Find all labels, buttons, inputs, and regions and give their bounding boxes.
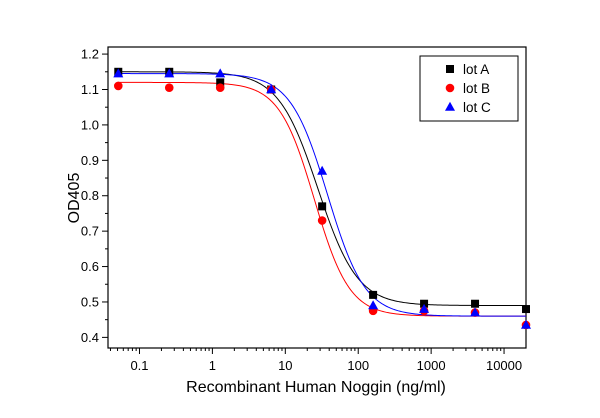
legend: lot A lot B lot C bbox=[419, 55, 519, 122]
data-point-lot-c bbox=[521, 319, 531, 329]
x-tick-label: 1 bbox=[209, 358, 216, 373]
y-tick-label: 1.0 bbox=[81, 117, 99, 132]
y-tick-label: 0.7 bbox=[81, 224, 99, 239]
x-tick-label: 10000 bbox=[486, 358, 522, 373]
fit-curve-lot-a bbox=[117, 71, 526, 306]
y-tick-label: 0.8 bbox=[81, 188, 99, 203]
data-point-lot-c bbox=[266, 84, 277, 94]
data-point-lot-c bbox=[470, 307, 481, 317]
plot-frame bbox=[107, 46, 527, 349]
y-tick-label: 0.4 bbox=[81, 330, 99, 345]
data-point-lot-c bbox=[317, 165, 328, 175]
data-points bbox=[113, 67, 531, 330]
data-point-lot-a bbox=[420, 299, 429, 308]
legend-marker-lot-c bbox=[445, 101, 455, 111]
axes: 0.4 0.5 0.6 0.7 0.8 0.9 1.0 1.1 1.2 0.1 1 10 100 1000… bbox=[81, 47, 522, 373]
y-tick-label: 1.2 bbox=[81, 47, 99, 62]
legend-label-lot-a: lot A bbox=[463, 62, 489, 77]
plot-area bbox=[107, 46, 527, 349]
x-tick-label: 100 bbox=[347, 358, 369, 373]
legend-box bbox=[419, 55, 519, 122]
data-point-lot-b bbox=[317, 216, 327, 225]
data-point-lot-a bbox=[369, 290, 378, 299]
y-tick-label: 0.9 bbox=[81, 153, 99, 168]
x-axis-title: Recombinant Human Noggin (ng/ml) bbox=[186, 379, 446, 396]
legend-marker-lot-a bbox=[446, 65, 454, 73]
y-tick-label: 0.6 bbox=[81, 259, 99, 274]
data-point-lot-c bbox=[164, 68, 175, 78]
data-point-lot-c bbox=[419, 303, 430, 313]
data-point-lot-a bbox=[471, 299, 480, 308]
legend-label-lot-c: lot C bbox=[463, 100, 491, 115]
x-tick-label: 0.1 bbox=[130, 358, 148, 373]
legend-label-lot-b: lot B bbox=[463, 81, 490, 96]
data-point-lot-a bbox=[216, 78, 225, 87]
x-tick-label: 1000 bbox=[417, 358, 446, 373]
data-point-lot-c bbox=[368, 300, 379, 310]
x-tick-label: 10 bbox=[278, 358, 292, 373]
data-point-lot-b bbox=[113, 81, 123, 91]
data-point-lot-c bbox=[215, 68, 226, 78]
data-point-lot-b bbox=[164, 83, 174, 93]
y-tick-label: 0.5 bbox=[81, 294, 99, 309]
data-point-lot-b bbox=[215, 83, 225, 93]
legend-marker-lot-b bbox=[445, 83, 455, 93]
data-point-lot-a bbox=[522, 305, 530, 314]
data-point-lot-c bbox=[113, 68, 124, 78]
fit-curve-lot-c bbox=[117, 73, 526, 317]
y-tick-label: 1.1 bbox=[81, 82, 99, 97]
data-point-lot-a bbox=[318, 202, 327, 211]
y-axis-title: OD405 bbox=[66, 173, 83, 224]
